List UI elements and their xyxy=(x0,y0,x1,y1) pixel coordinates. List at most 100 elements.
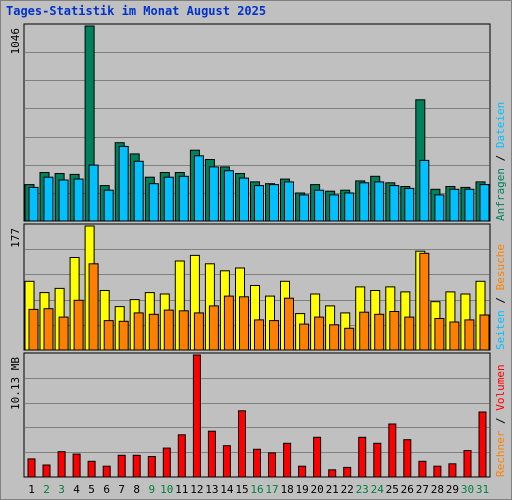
bar-volumen-day-22 xyxy=(343,466,352,478)
bar-volumen-day-26 xyxy=(403,439,412,478)
bar-dateien-day-3 xyxy=(58,179,69,222)
bar-volumen-day-23 xyxy=(358,436,367,478)
legend-label: Volumen xyxy=(494,364,507,417)
bar-dateien-day-15 xyxy=(239,177,249,222)
bar-volumen-day-19 xyxy=(298,465,307,478)
bar-besuche-day-10 xyxy=(163,309,174,351)
bar-volumen-day-16 xyxy=(253,448,261,478)
bar-volumen-day-11 xyxy=(177,434,186,478)
x-tick-label-day-21: 21 xyxy=(326,483,339,496)
x-tick-label-day-27: 27 xyxy=(416,483,429,496)
bar-dateien-day-13 xyxy=(208,166,219,222)
x-tick-label-day-6: 6 xyxy=(103,483,110,496)
bar-besuche-day-9 xyxy=(148,313,159,351)
bar-volumen-day-25 xyxy=(388,423,397,478)
bar-besuche-day-19 xyxy=(299,323,310,351)
bar-besuche-day-5 xyxy=(88,263,99,351)
bar-dateien-day-25 xyxy=(389,185,400,222)
bar-besuche-day-27 xyxy=(419,252,430,351)
x-tick-label-day-1: 1 xyxy=(28,483,35,496)
bar-besuche-day-7 xyxy=(118,320,129,351)
x-tick-label-day-10: 10 xyxy=(160,483,173,496)
legend-label: Besuche xyxy=(494,244,507,297)
x-tick-label-day-5: 5 xyxy=(88,483,95,496)
legend-label: / xyxy=(494,417,507,430)
bar-dateien-day-23 xyxy=(359,182,370,222)
bar-volumen-day-6 xyxy=(102,465,111,478)
bar-dateien-day-31 xyxy=(479,184,490,222)
bar-volumen-day-28 xyxy=(433,465,442,478)
x-tick-label-day-31: 31 xyxy=(476,483,489,496)
bar-dateien-day-22 xyxy=(344,192,355,222)
x-tick-label-day-28: 28 xyxy=(431,483,444,496)
x-tick-label-day-30: 30 xyxy=(461,483,474,496)
x-tick-label-day-22: 22 xyxy=(341,483,354,496)
bar-besuche-day-20 xyxy=(314,316,325,351)
bar-besuche-day-26 xyxy=(404,316,415,351)
bar-volumen-day-15 xyxy=(238,410,246,478)
legend-label: Rechner xyxy=(494,430,507,477)
bar-volumen-day-31 xyxy=(478,411,487,478)
legend-volume: Rechner / Volumen xyxy=(494,364,507,477)
bar-dateien-day-12 xyxy=(193,155,204,222)
bar-besuche-day-8 xyxy=(133,312,144,351)
x-tick-label-day-11: 11 xyxy=(175,483,188,496)
bar-volumen-day-8 xyxy=(132,454,141,478)
bar-dateien-day-24 xyxy=(374,181,385,222)
bar-besuche-day-11 xyxy=(178,310,189,351)
bar-besuche-day-14 xyxy=(223,295,234,351)
bar-besuche-day-24 xyxy=(374,313,385,351)
bar-besuche-day-29 xyxy=(449,321,460,351)
x-tick-label-day-15: 15 xyxy=(235,483,248,496)
bar-dateien-day-17 xyxy=(269,184,279,222)
bar-dateien-day-29 xyxy=(449,188,460,222)
bar-volumen-day-18 xyxy=(283,442,292,478)
bar-dateien-day-11 xyxy=(178,175,189,222)
y-tick-label: 177 xyxy=(9,228,22,248)
legend-visits: Seiten / Besuche xyxy=(494,244,507,350)
bar-dateien-day-28 xyxy=(434,194,445,222)
y-tick-label: 10.13 MB xyxy=(9,357,22,410)
bar-volumen-day-20 xyxy=(313,436,322,478)
x-tick-label-day-4: 4 xyxy=(73,483,80,496)
bar-volumen-day-21 xyxy=(328,469,337,478)
bar-besuche-day-23 xyxy=(359,311,370,351)
legend-label: Anfragen xyxy=(494,168,507,221)
bar-dateien-day-20 xyxy=(314,189,325,222)
x-tick-label-day-3: 3 xyxy=(58,483,65,496)
bar-besuche-day-28 xyxy=(434,318,445,351)
bar-dateien-day-10 xyxy=(163,176,174,222)
bar-besuche-day-25 xyxy=(389,311,400,351)
bar-volumen-day-9 xyxy=(147,456,156,478)
chart-title: Tages-Statistik im Monat August 2025 xyxy=(6,4,267,18)
bar-besuche-day-17 xyxy=(269,320,279,351)
bar-dateien-day-6 xyxy=(103,189,114,222)
bar-besuche-day-30 xyxy=(464,319,475,351)
bar-dateien-day-21 xyxy=(329,194,340,222)
bar-dateien-day-14 xyxy=(223,170,234,222)
bar-dateien-day-27 xyxy=(419,159,430,222)
bar-volumen-day-14 xyxy=(222,445,231,478)
bar-volumen-day-10 xyxy=(162,447,171,478)
bar-dateien-day-26 xyxy=(404,187,415,222)
bar-dateien-day-4 xyxy=(73,178,84,222)
bar-volumen-day-27 xyxy=(418,460,427,478)
x-tick-label-day-18: 18 xyxy=(280,483,293,496)
bar-besuche-day-31 xyxy=(479,314,490,351)
bar-besuche-day-2 xyxy=(43,308,54,351)
bar-volumen-day-30 xyxy=(463,450,472,478)
bar-besuche-day-6 xyxy=(103,320,114,351)
bar-besuche-day-3 xyxy=(58,316,69,351)
legend-label: Dateien xyxy=(494,102,507,155)
x-tick-label-day-19: 19 xyxy=(295,483,308,496)
bar-dateien-day-5 xyxy=(88,164,99,222)
x-tick-label-day-7: 7 xyxy=(118,483,125,496)
legend-label: / xyxy=(494,155,507,168)
bar-dateien-day-8 xyxy=(133,160,144,222)
x-tick-label-day-26: 26 xyxy=(401,483,414,496)
bar-dateien-day-1 xyxy=(28,186,39,222)
bar-besuche-day-13 xyxy=(208,305,219,351)
bar-dateien-day-16 xyxy=(254,185,264,222)
x-tick-label-day-2: 2 xyxy=(43,483,50,496)
